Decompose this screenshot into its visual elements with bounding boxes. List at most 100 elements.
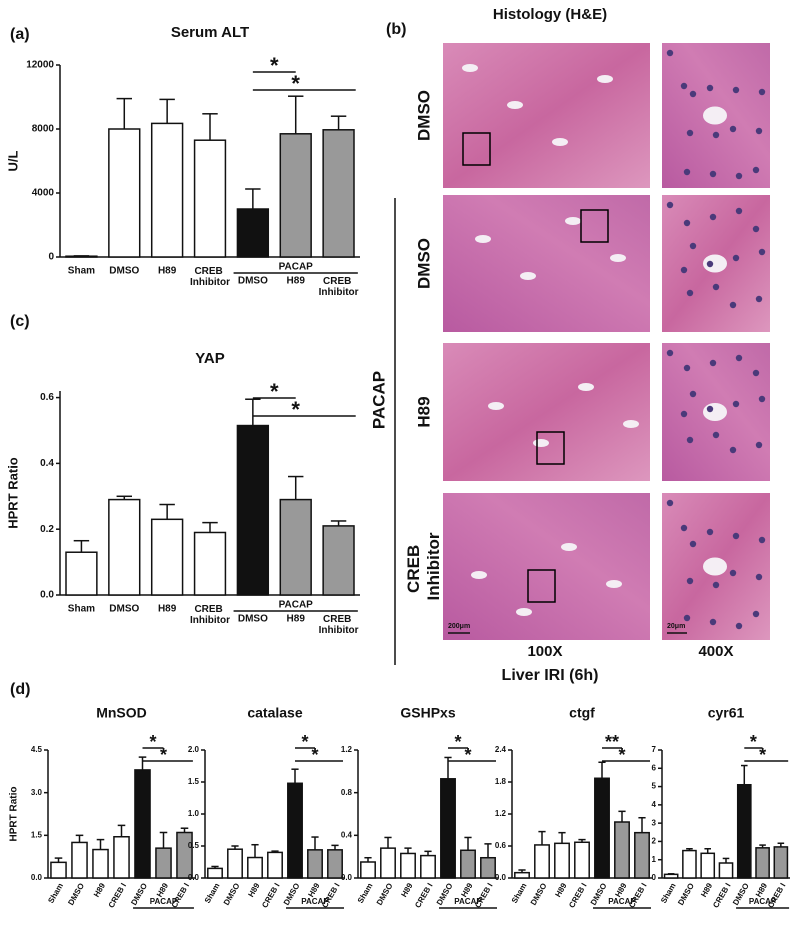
- nucleus: [683, 219, 691, 227]
- nucleus: [735, 354, 743, 362]
- bar: [108, 128, 141, 258]
- nucleus: [680, 524, 688, 532]
- chart-title: Serum ALT: [171, 24, 249, 41]
- nucleus: [709, 170, 717, 178]
- bar: [50, 861, 67, 879]
- nucleus: [732, 400, 740, 408]
- y-tick-label: 0.5: [188, 841, 200, 850]
- caption: Liver IRI (6h): [502, 667, 599, 684]
- x-tick-label: DMSO: [109, 266, 139, 277]
- nucleus: [666, 201, 674, 209]
- y-tick-label: 0.4: [341, 830, 353, 839]
- bar: [193, 139, 227, 258]
- histology-title: Histology (H&E): [493, 6, 607, 23]
- vessel: [471, 571, 487, 579]
- bar: [663, 873, 679, 879]
- group-label: PACAP: [150, 897, 178, 906]
- column-label: 400X: [698, 643, 733, 660]
- x-tick-label: H89: [287, 614, 306, 625]
- x-tick-label: CREB I: [107, 882, 128, 910]
- y-tick-label: 3: [652, 818, 657, 827]
- x-tick-label: DMSO: [109, 604, 139, 615]
- nucleus: [729, 569, 737, 577]
- nucleus: [709, 359, 717, 367]
- nucleus: [706, 405, 714, 413]
- x-tick-label: Sham: [203, 882, 222, 905]
- y-tick-label: 0.0: [40, 590, 54, 601]
- x-tick-label: H89: [553, 881, 568, 899]
- bar: [279, 133, 312, 258]
- y-tick-label: 0.0: [495, 873, 507, 882]
- scale-bar-label: 200μm: [448, 623, 470, 630]
- x-tick-label: Sham: [356, 882, 375, 905]
- x-tick-label: H89: [158, 604, 177, 615]
- bar: [322, 525, 355, 596]
- x-tick-label: DMSO: [282, 882, 302, 907]
- vessel: [462, 64, 478, 72]
- x-tick-label: H89: [613, 881, 628, 899]
- row-label: DMSO: [414, 238, 433, 289]
- y-tick-label: 1.2: [341, 745, 353, 754]
- nucleus: [680, 266, 688, 274]
- vessel: [703, 557, 727, 576]
- significance-label: **: [605, 732, 619, 752]
- bar: [327, 849, 343, 879]
- bar: [514, 871, 530, 879]
- nucleus: [689, 90, 697, 98]
- vessel: [552, 138, 568, 146]
- bar: [307, 849, 323, 879]
- row-label: CREB Inhibitor: [404, 532, 443, 600]
- nucleus: [712, 581, 720, 589]
- bar: [176, 831, 193, 879]
- y-tick-label: 5: [652, 782, 657, 791]
- nucleus: [689, 390, 697, 398]
- y-tick-label: 1.5: [31, 830, 43, 839]
- histology-image: [443, 493, 650, 640]
- nucleus: [712, 431, 720, 439]
- bar: [113, 836, 130, 879]
- nucleus: [755, 573, 763, 581]
- x-tick-label: Sham: [68, 266, 95, 277]
- group-label: PACAP: [608, 897, 636, 906]
- bar: [554, 842, 570, 879]
- y-tick-label: 4: [652, 800, 657, 809]
- bar: [380, 847, 396, 879]
- y-tick-label: 8000: [32, 124, 55, 135]
- panel-label: (b): [386, 21, 406, 38]
- vessel: [475, 235, 491, 243]
- nucleus: [712, 283, 720, 291]
- x-tick-label: H89: [155, 881, 170, 899]
- group-label: PACAP: [369, 371, 388, 429]
- bar: [574, 841, 590, 879]
- y-axis-label: HPRT Ratio: [5, 457, 20, 529]
- significance-label: *: [464, 745, 471, 765]
- nucleus: [680, 410, 688, 418]
- significance-label: *: [750, 732, 757, 752]
- x-tick-label: CREB I: [567, 882, 588, 910]
- vessel: [507, 101, 523, 109]
- nucleus: [732, 86, 740, 94]
- y-tick-label: 4000: [32, 188, 55, 199]
- vessel: [703, 403, 727, 421]
- nucleus: [735, 172, 743, 180]
- x-tick-label: DMSO: [238, 276, 268, 287]
- x-tick-label: H89: [459, 881, 474, 899]
- row-label: DMSO: [414, 90, 433, 141]
- bar: [108, 498, 141, 596]
- nucleus: [689, 540, 697, 548]
- group-label: PACAP: [279, 600, 314, 611]
- nucleus: [752, 369, 760, 377]
- scale-bar-label: 20μm: [667, 623, 685, 630]
- vessel: [533, 439, 549, 447]
- nucleus: [709, 618, 717, 626]
- y-tick-label: 2.4: [495, 745, 507, 754]
- bar: [420, 854, 436, 879]
- nucleus: [735, 207, 743, 215]
- bar: [227, 848, 243, 879]
- x-tick-label: CREB I: [260, 882, 281, 910]
- bar: [150, 518, 184, 596]
- x-tick-label: Sham: [510, 882, 529, 905]
- bar: [65, 551, 98, 596]
- vessel: [565, 217, 581, 225]
- nucleus: [752, 610, 760, 618]
